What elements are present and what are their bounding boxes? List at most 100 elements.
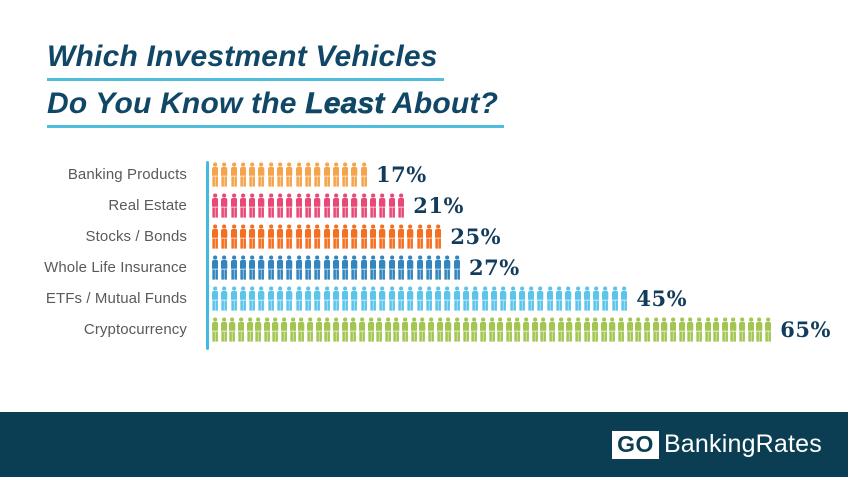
person-icon	[444, 286, 451, 311]
icon-bar	[212, 224, 442, 249]
person-icon	[428, 317, 435, 342]
person-icon	[574, 317, 582, 342]
person-icon	[566, 317, 573, 342]
title-line-1: Which Investment Vehicles	[47, 40, 444, 81]
person-icon	[531, 317, 538, 342]
person-icon	[479, 317, 487, 342]
person-icon	[332, 224, 340, 249]
icon-bar	[212, 162, 368, 187]
category-label: Cryptocurrency	[83, 321, 187, 338]
person-icon	[540, 317, 547, 342]
person-icon	[388, 255, 395, 280]
person-icon	[600, 317, 608, 342]
person-icon	[583, 317, 590, 342]
person-icon	[239, 162, 247, 187]
person-icon	[255, 317, 262, 342]
person-icon	[342, 224, 349, 249]
person-icon	[286, 286, 293, 311]
person-icon	[435, 255, 442, 280]
person-icon	[379, 193, 386, 218]
person-icon	[342, 286, 349, 311]
person-icon	[258, 255, 265, 280]
person-icon	[221, 162, 228, 187]
person-icon	[687, 317, 694, 342]
person-icon	[295, 193, 302, 218]
person-icon	[416, 286, 423, 311]
person-icon	[212, 162, 219, 187]
category-label: Real Estate	[108, 197, 187, 214]
person-icon	[332, 255, 340, 280]
person-icon	[765, 317, 772, 342]
person-icon	[497, 317, 504, 342]
person-icon	[621, 286, 628, 311]
person-icon	[388, 193, 395, 218]
chart-axis-line	[206, 161, 209, 350]
person-icon	[267, 255, 275, 280]
person-icon	[444, 255, 451, 280]
title-text-2c: About?	[384, 87, 499, 120]
person-icon	[397, 286, 405, 311]
person-icon	[402, 317, 409, 342]
person-icon	[295, 286, 302, 311]
person-icon	[370, 193, 377, 218]
person-icon	[453, 255, 461, 280]
footer-bar: GO BankingRates	[0, 412, 848, 477]
title-text-1: Which Investment Vehicles	[47, 40, 438, 73]
title-text-2b-bold: Least	[305, 87, 385, 121]
person-icon	[314, 193, 321, 218]
icon-bar	[212, 193, 405, 218]
person-icon	[277, 255, 284, 280]
person-icon	[289, 317, 297, 342]
value-label: 21%	[413, 193, 464, 218]
person-icon	[388, 286, 395, 311]
person-icon	[304, 255, 312, 280]
person-icon	[332, 162, 340, 187]
person-icon	[370, 286, 377, 311]
value-label: 27%	[469, 255, 520, 280]
person-icon	[514, 317, 521, 342]
person-icon	[221, 286, 228, 311]
person-icon	[239, 255, 247, 280]
chart-row: Real Estate 21%	[0, 190, 848, 221]
person-icon	[756, 317, 763, 342]
person-icon	[635, 317, 642, 342]
person-icon	[509, 286, 516, 311]
person-icon	[304, 162, 312, 187]
person-icon	[342, 255, 349, 280]
person-icon	[574, 286, 581, 311]
person-icon	[410, 317, 418, 342]
person-icon	[220, 317, 227, 342]
person-icon	[351, 224, 358, 249]
person-icon	[407, 286, 414, 311]
person-icon	[425, 224, 433, 249]
person-icon	[239, 286, 247, 311]
gobankingrates-logo: GO BankingRates	[612, 430, 822, 459]
person-icon	[602, 286, 609, 311]
person-icon	[592, 317, 599, 342]
person-icon	[453, 286, 461, 311]
person-icon	[669, 317, 677, 342]
person-icon	[747, 317, 755, 342]
person-icon	[471, 317, 478, 342]
person-icon	[249, 162, 256, 187]
category-label: Stocks / Bonds	[85, 228, 187, 245]
person-icon	[221, 224, 228, 249]
person-icon	[323, 255, 330, 280]
person-icon	[505, 317, 513, 342]
person-icon	[249, 255, 256, 280]
person-icon	[704, 317, 711, 342]
person-icon	[229, 317, 236, 342]
person-icon	[277, 286, 284, 311]
person-icon	[721, 317, 729, 342]
person-icon	[314, 255, 321, 280]
category-label: Whole Life Insurance	[44, 259, 187, 276]
person-icon	[323, 193, 330, 218]
person-icon	[351, 162, 358, 187]
person-icon	[739, 317, 746, 342]
person-icon	[388, 224, 395, 249]
person-icon	[523, 317, 530, 342]
person-icon	[323, 286, 330, 311]
logo-wordmark: BankingRates	[663, 430, 822, 458]
person-icon	[315, 317, 322, 342]
